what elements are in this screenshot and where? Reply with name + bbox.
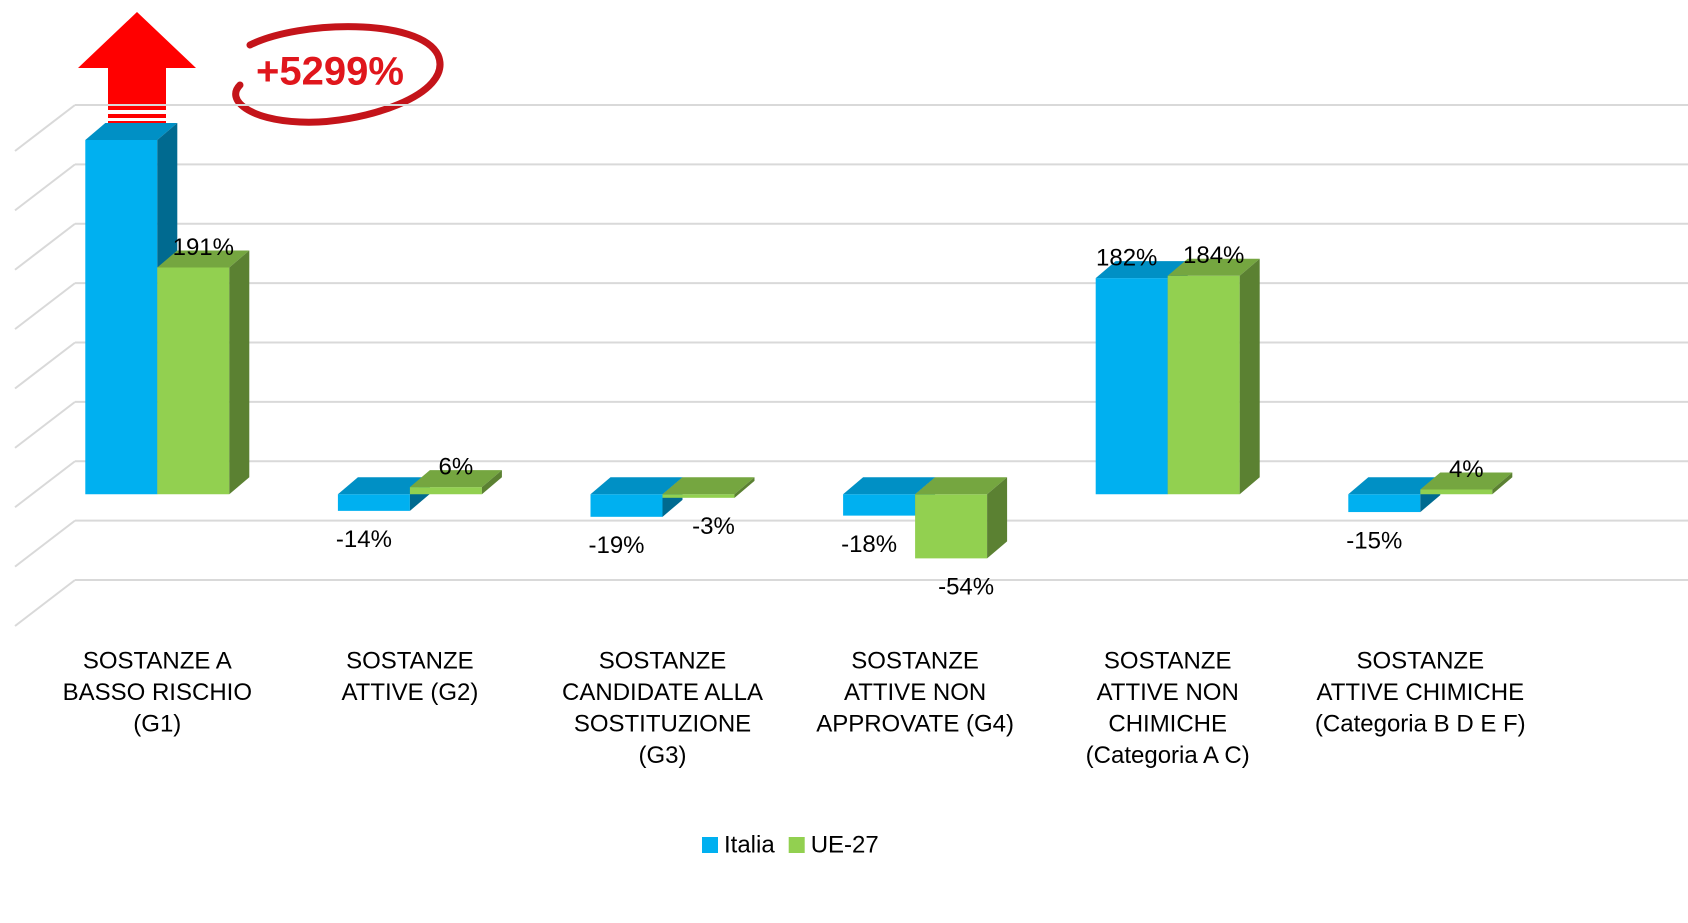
value-label: -19% (588, 532, 644, 559)
bar-side (987, 477, 1008, 559)
value-label: 6% (439, 453, 474, 480)
bar-top (662, 477, 755, 495)
grid-line (14, 222, 76, 271)
grid-line (14, 401, 76, 449)
bar-side (481, 470, 502, 495)
arrow-stripe (108, 118, 166, 121)
x-tick-label: SOSTITUZIONE (574, 710, 751, 737)
bar-front (1420, 489, 1493, 495)
bar-top (85, 123, 178, 140)
legend-label: Italia (724, 831, 775, 858)
bar-side (734, 477, 755, 498)
bar-side (229, 250, 250, 495)
grid-line (14, 579, 76, 627)
grid-line (14, 519, 76, 568)
bar-front (843, 494, 916, 516)
value-label: 191% (173, 234, 234, 261)
bar-front (915, 494, 988, 559)
bar-top (1095, 261, 1188, 279)
x-tick-label: SOSTANZE (1357, 647, 1485, 674)
x-tick-label: ATTIVE NON (844, 679, 986, 706)
bar-front (409, 487, 482, 495)
value-label: -14% (336, 526, 392, 553)
grid-line (14, 460, 76, 509)
x-tick-label: SOSTANZE (346, 647, 474, 674)
bar-top (1348, 477, 1441, 495)
x-tick-label: APPROVATE (G4) (816, 710, 1014, 737)
x-tick-label: (Categoria A C) (1086, 742, 1250, 769)
value-label: 182% (1096, 244, 1157, 271)
value-label: -54% (938, 574, 994, 601)
annotation-ring (232, 23, 444, 126)
bar-top (1420, 472, 1513, 490)
x-tick-label: CANDIDATE ALLA (562, 679, 763, 706)
bar-side (1492, 472, 1513, 495)
bar-front (157, 267, 230, 495)
bar-front (1095, 278, 1168, 495)
value-label: -15% (1346, 527, 1402, 554)
bar-top (409, 470, 502, 488)
grid-line (14, 282, 76, 330)
x-tick-label: (Categoria B D E F) (1315, 710, 1526, 737)
legend-label: UE-27 (811, 831, 879, 858)
x-tick-label: (G3) (639, 742, 687, 769)
x-tick-label: SOSTANZE (1104, 647, 1232, 674)
bar-top (915, 477, 1008, 495)
grid-line (14, 104, 76, 152)
legend-swatch (788, 837, 805, 853)
bar-side (1239, 258, 1260, 495)
bar-top (590, 477, 683, 495)
x-tick-label: SOSTANZE (851, 647, 979, 674)
x-tick-label: CHIMICHE (1108, 710, 1227, 737)
value-label: -3% (692, 513, 735, 540)
x-tick-label: ATTIVE CHIMICHE (1317, 679, 1525, 706)
grid-line (14, 341, 76, 390)
bar-front (590, 494, 663, 517)
bar-front (662, 494, 735, 498)
up-arrow (78, 12, 196, 128)
value-label: 4% (1449, 456, 1484, 483)
x-tick-label: SOSTANZE A (83, 647, 232, 674)
x-tick-label: ATTIVE (G2) (341, 679, 478, 706)
legend-swatch (702, 837, 718, 853)
value-label: 184% (1183, 242, 1244, 269)
grid-line (14, 163, 76, 212)
value-label: -18% (841, 531, 897, 558)
bar-top (157, 250, 250, 268)
arrow-stripe (108, 110, 166, 114)
x-tick-label: SOSTANZE (599, 647, 727, 674)
x-tick-label: (G1) (133, 710, 181, 737)
bar-top (1167, 258, 1260, 276)
bar-front (85, 140, 158, 495)
bar-front (1348, 494, 1421, 513)
annotation: +5299% (256, 50, 404, 94)
x-tick-label: BASSO RISCHIO (63, 679, 252, 706)
bar-top (843, 477, 936, 495)
x-tick-label: ATTIVE NON (1097, 679, 1239, 706)
bar-top (337, 477, 430, 495)
bar-front (1167, 275, 1240, 495)
bar-front (337, 494, 410, 511)
